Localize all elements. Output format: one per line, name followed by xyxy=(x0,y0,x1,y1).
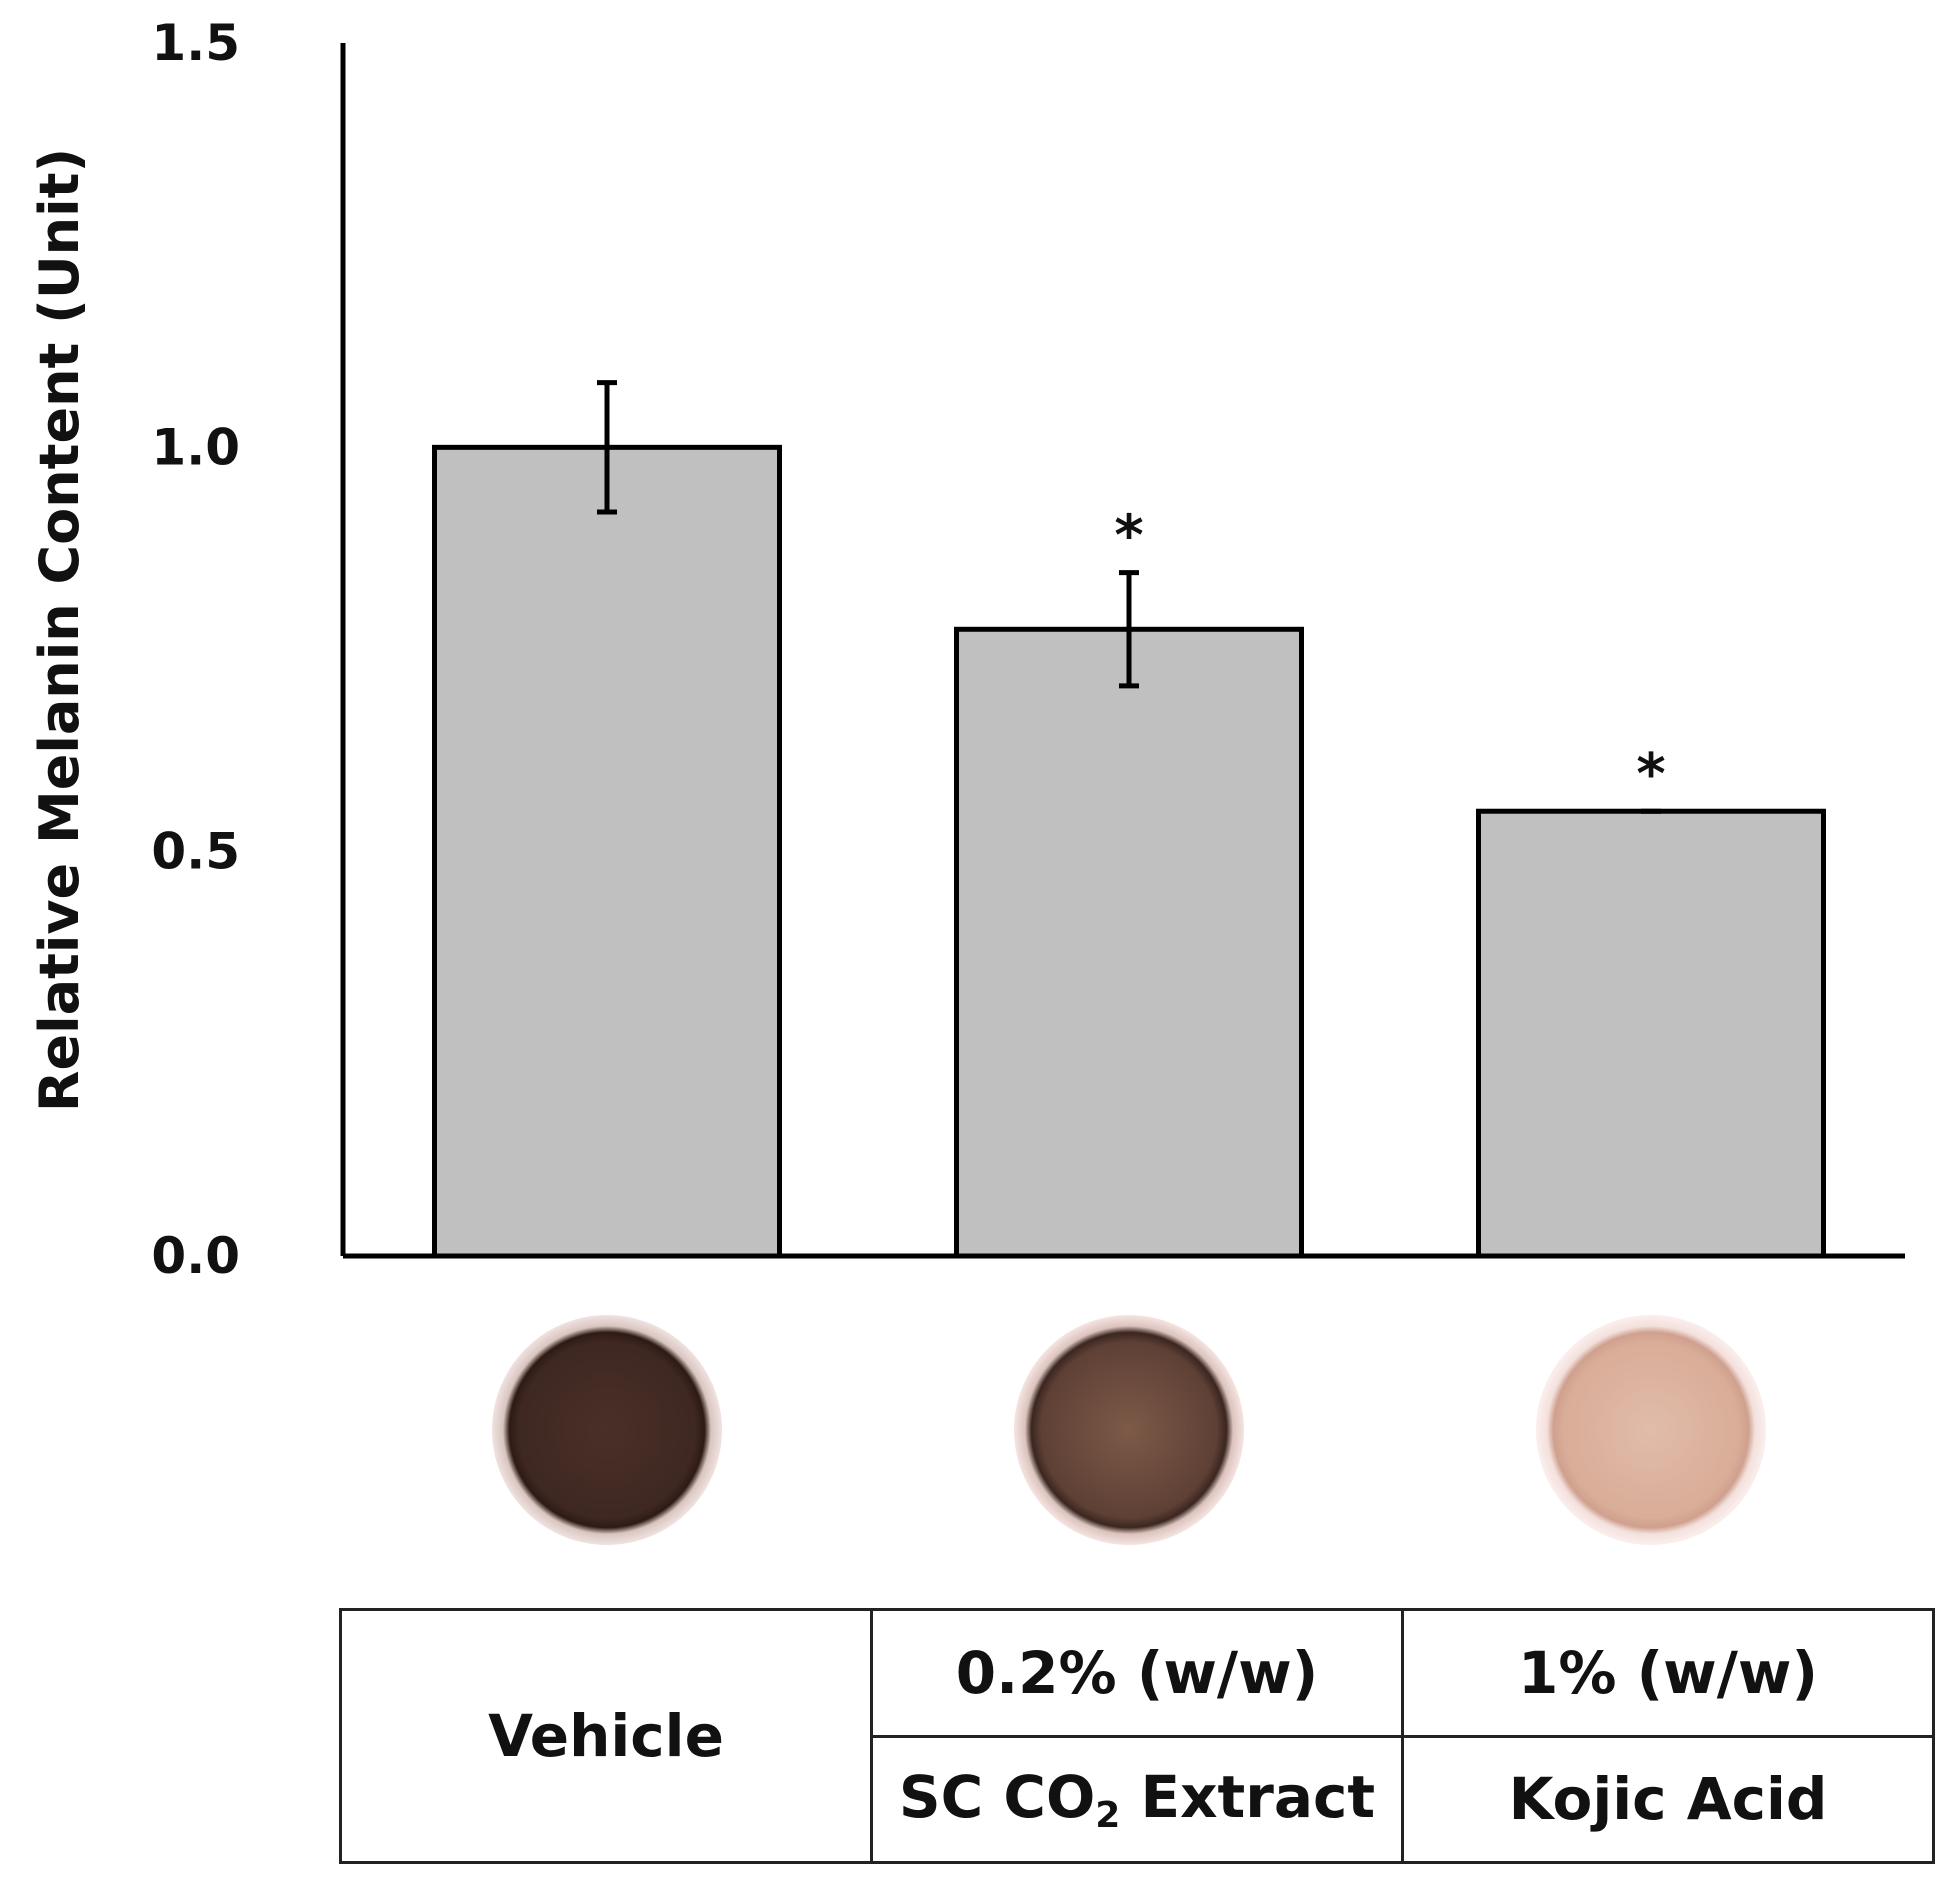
bar-1 xyxy=(432,444,782,1259)
extract-name-pre: SC CO xyxy=(898,1762,1096,1831)
kojic-acid-well-image xyxy=(1536,1315,1766,1545)
y-tick-label: 0.5 xyxy=(151,823,240,881)
melanin-well-medium xyxy=(1014,1315,1244,1545)
extract-name-subscript: 2 xyxy=(1095,1794,1121,1836)
kojic-concentration-cell: 1% (w/w) xyxy=(1401,1608,1935,1738)
error-bars-layer xyxy=(597,380,1661,814)
significance-marker-2: * xyxy=(1114,504,1143,569)
melanin-well-dark xyxy=(492,1315,722,1545)
bar-3 xyxy=(1476,808,1826,1259)
kojic-name-cell: Kojic Acid xyxy=(1401,1734,1935,1864)
y-tick-label: 1.0 xyxy=(151,418,240,476)
y-axis-title: Relative Melanin Content (Unit) xyxy=(28,148,91,1112)
y-tick-label: 1.5 xyxy=(151,14,240,72)
sc-co2-well-image xyxy=(1014,1315,1244,1545)
significance-layer: ** xyxy=(1114,504,1665,808)
y-tick-labels: 0.0 0.5 1.0 1.5 xyxy=(151,14,240,1285)
treatment-table: Vehicle 0.2% (w/w) 1% (w/w) SC CO2 Extra… xyxy=(339,1608,1935,1864)
vehicle-cell: Vehicle xyxy=(339,1608,873,1864)
significance-marker-3: * xyxy=(1636,742,1665,807)
y-tick-label: 0.0 xyxy=(151,1227,240,1285)
bar-2 xyxy=(954,626,1304,1259)
extract-concentration-cell: 0.2% (w/w) xyxy=(870,1608,1404,1738)
vehicle-well-image xyxy=(492,1315,722,1545)
extract-name-post: Extract xyxy=(1120,1762,1376,1831)
melanin-well-light xyxy=(1536,1315,1766,1545)
bar-chart: ** 0.00.51.01.5 Relative Melanin Content… xyxy=(28,14,1905,1285)
extract-name-cell: SC CO2 Extract xyxy=(870,1734,1404,1864)
